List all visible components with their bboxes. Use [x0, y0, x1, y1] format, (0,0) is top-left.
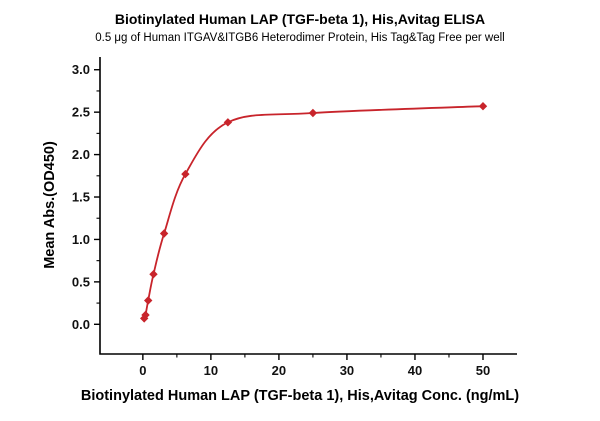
y-tick-label: 1.0	[72, 232, 90, 247]
x-tick-label: 20	[272, 363, 286, 378]
chart-title: Biotinylated Human LAP (TGF-beta 1), His…	[114, 11, 486, 27]
data-point-marker	[159, 229, 169, 238]
x-tick-label: 40	[408, 363, 422, 378]
y-tick-label: 2.5	[72, 105, 90, 120]
data-point-marker	[223, 118, 233, 127]
data-point-marker	[141, 310, 150, 320]
y-tick-label: 1.5	[72, 190, 90, 205]
data-point-marker	[478, 102, 488, 111]
x-tick-label: 30	[340, 363, 354, 378]
chart-subtitle: 0.5 μg of Human ITGAV&ITGB6 Heterodimer …	[95, 32, 505, 44]
x-tick-label: 0	[139, 363, 146, 378]
fit-curve	[143, 105, 484, 319]
x-tick-label: 50	[476, 363, 490, 378]
data-point-marker	[149, 270, 158, 279]
y-tick-label: 3.0	[72, 62, 90, 77]
data-point-marker	[144, 296, 153, 305]
data-point-marker	[308, 108, 318, 118]
y-tick-label: 0.0	[72, 317, 90, 332]
x-axis-label: Biotinylated Human LAP (TGF-beta 1), His…	[80, 388, 520, 404]
y-tick-label: 0.5	[72, 274, 90, 289]
data-point-marker	[181, 169, 190, 179]
x-tick-label: 10	[204, 363, 218, 378]
y-tick-label: 2.0	[72, 147, 90, 162]
